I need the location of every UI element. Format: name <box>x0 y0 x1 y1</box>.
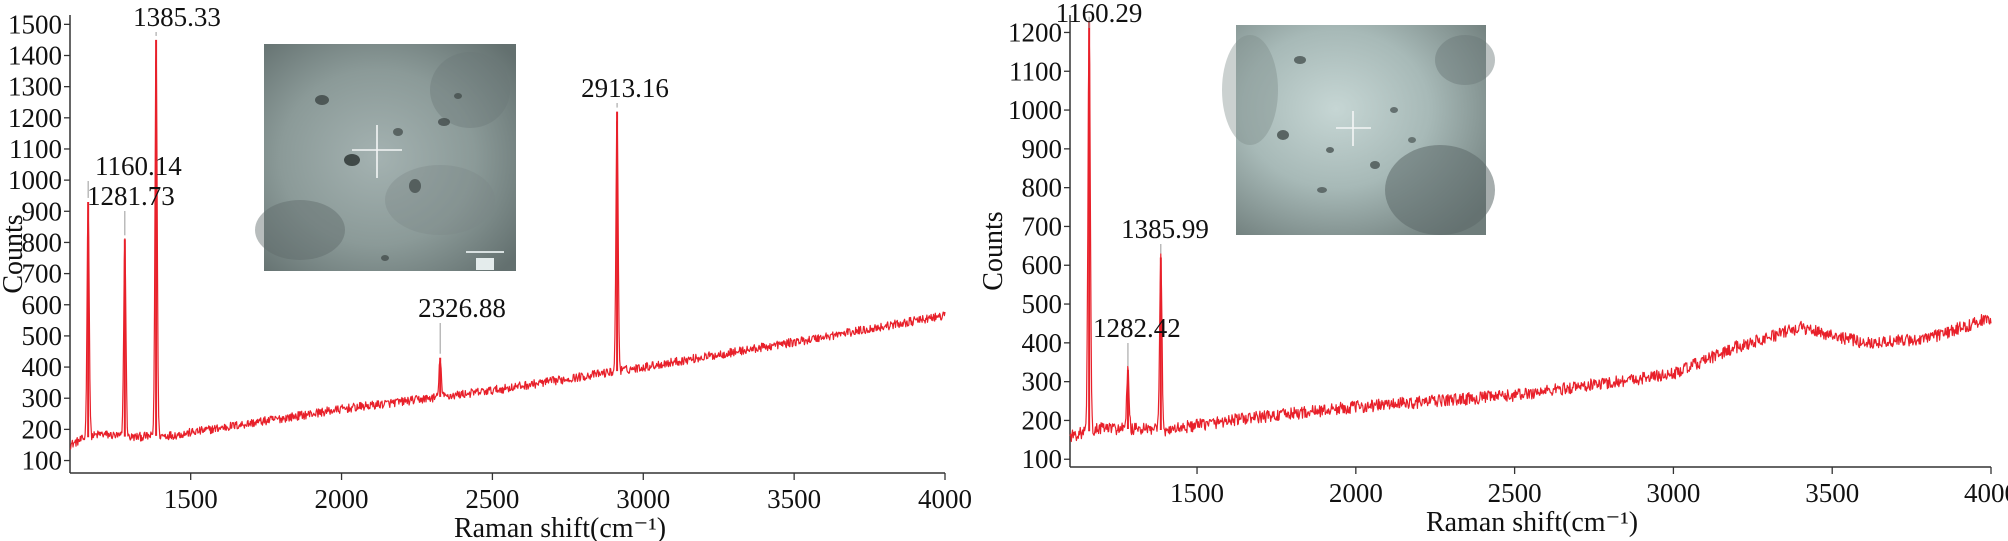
right-x-tick-label: 3000 <box>1646 478 1700 508</box>
left-x-tick-label: 4000 <box>918 484 972 514</box>
left-y-tick-label: 300 <box>22 383 63 413</box>
left-axes: 1002003004005006007008009001000110012001… <box>0 9 972 541</box>
left-peak-label-1: 1281.73 <box>87 181 175 211</box>
left-spectrum <box>69 39 946 450</box>
right-y-tick-label: 1200 <box>1008 17 1062 47</box>
right-spectrum-line <box>1069 27 1992 443</box>
left-x-tick-label: 3500 <box>767 484 821 514</box>
right-axes: 100 200 300 400 500 600 700 800 900 1000 1100 1200 1… <box>978 15 2008 538</box>
right-x-tick-label: 3500 <box>1805 478 1859 508</box>
left-x-tick-label: 3000 <box>616 484 670 514</box>
right-y-tick-label: 500 <box>1022 289 1063 319</box>
right-y-tick-label: 300 <box>1022 367 1063 397</box>
right-y-tick-label: 400 <box>1022 328 1063 358</box>
right-peak-labels: 1160.29 1282.42 1385.99 <box>1056 0 1209 367</box>
left-y-tick-label: 700 <box>22 259 63 289</box>
right-x-tick-label: 1500 <box>1170 478 1224 508</box>
right-y-tick-label: 100 <box>1022 444 1063 474</box>
left-peak-label-4: 2913.16 <box>581 73 669 103</box>
right-y-tick-label: 700 <box>1022 211 1063 241</box>
left-y-axis-title: Counts <box>0 214 29 293</box>
right-spectrum-panel: 1002003004005006007008009001000110012001… <box>978 0 2008 538</box>
right-peak-label-2: 1385.99 <box>1121 214 1209 244</box>
right-spectrum <box>1069 20 1992 443</box>
left-peak-label-2: 1385.33 <box>133 2 221 32</box>
left-y-tick-label: 100 <box>22 446 63 476</box>
left-y-tick-label: 1200 <box>8 103 62 133</box>
right-y-tick-label: 600 <box>1022 250 1063 280</box>
right-x-tick-label: 4000 <box>1964 478 2008 508</box>
left-y-tick-label: 400 <box>22 352 63 382</box>
left-inset-micrograph <box>255 44 516 271</box>
left-x-tick-label: 1500 <box>164 484 218 514</box>
right-peak-label-0: 1160.29 <box>1056 0 1143 28</box>
left-y-tick-label: 1500 <box>8 9 62 39</box>
left-y-tick-label: 500 <box>22 321 63 351</box>
left-spectrum-line <box>69 47 946 450</box>
left-y-tick-label: 800 <box>22 227 63 257</box>
right-x-tick-label: 2500 <box>1488 478 1542 508</box>
right-peak-label-1: 1282.42 <box>1093 313 1181 343</box>
right-inset-micrograph <box>1222 25 1495 235</box>
right-x-tick-label: 2000 <box>1329 478 1383 508</box>
left-y-tick-label: 1100 <box>9 134 62 164</box>
right-y-tick-label: 1000 <box>1008 95 1062 125</box>
left-y-tick-label: 900 <box>22 196 63 226</box>
left-spectrum-panel: 1002003004005006007008009001000110012001… <box>0 2 972 541</box>
left-y-tick-label: 1000 <box>8 165 62 195</box>
left-x-axis-title: Raman shift(cm⁻¹) <box>454 513 666 541</box>
right-x-axis-title: Raman shift(cm⁻¹) <box>1426 507 1638 538</box>
left-y-tick-label: 200 <box>22 414 63 444</box>
left-peak-label-3: 2326.88 <box>418 293 506 323</box>
left-y-tick-label: 600 <box>22 290 63 320</box>
right-y-axis-title: Counts <box>978 211 1009 290</box>
left-peak-label-0: 1160.14 <box>95 151 182 181</box>
right-y-tick-label: 800 <box>1022 173 1063 203</box>
right-y-tick-label: 1100 <box>1009 56 1062 86</box>
left-x-tick-label: 2000 <box>315 484 369 514</box>
left-x-tick-label: 2500 <box>465 484 519 514</box>
left-y-tick-label: 1400 <box>8 41 62 71</box>
right-y-tick-label: 200 <box>1022 405 1063 435</box>
right-y-tick-label: 900 <box>1022 134 1063 164</box>
left-y-tick-label: 1300 <box>8 72 62 102</box>
